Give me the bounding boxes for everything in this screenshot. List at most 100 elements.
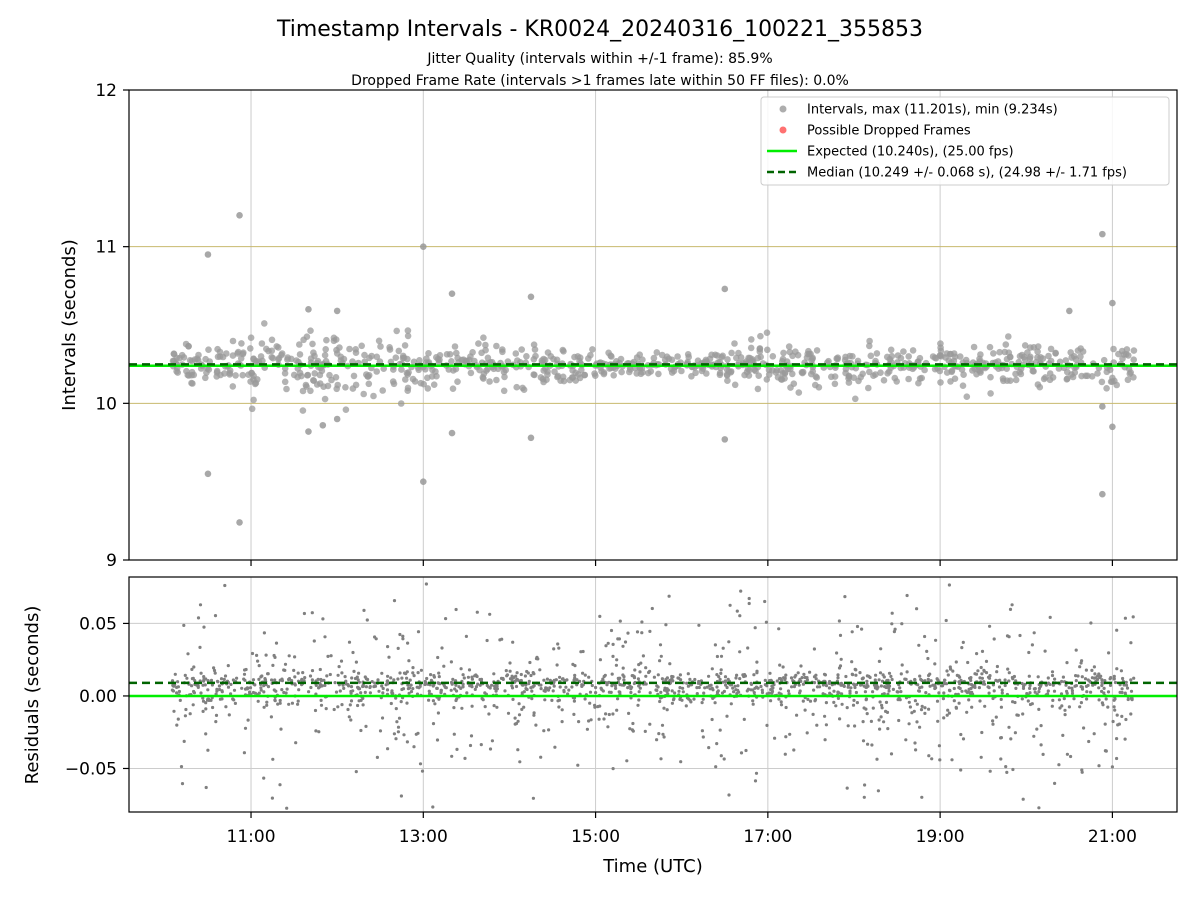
residual-point bbox=[658, 643, 663, 647]
residual-point bbox=[769, 678, 773, 683]
residual-point bbox=[605, 681, 609, 685]
residual-point bbox=[832, 689, 836, 693]
residual-point bbox=[542, 678, 546, 682]
residual-point bbox=[718, 677, 722, 681]
interval-point bbox=[334, 381, 342, 389]
interval-point bbox=[390, 380, 398, 388]
interval-point bbox=[402, 376, 409, 383]
residual-point bbox=[840, 702, 844, 706]
interval-point bbox=[392, 354, 400, 362]
residual-point bbox=[876, 685, 880, 689]
residual-point bbox=[474, 673, 478, 677]
residual-point bbox=[251, 678, 256, 682]
legend-dropped-label: Possible Dropped Frames bbox=[807, 124, 971, 139]
interval-outlier-point bbox=[204, 470, 212, 478]
residual-point bbox=[256, 699, 260, 703]
residual-point bbox=[1092, 676, 1097, 680]
interval-point bbox=[221, 370, 228, 377]
residual-point bbox=[1015, 713, 1019, 717]
residual-point bbox=[354, 660, 358, 664]
residual-point bbox=[240, 686, 244, 690]
residual-point bbox=[779, 687, 783, 691]
interval-point bbox=[1047, 345, 1055, 353]
residual-point bbox=[731, 686, 735, 690]
residual-point bbox=[412, 745, 416, 749]
interval-point bbox=[1064, 375, 1071, 383]
residual-point bbox=[942, 691, 946, 695]
residual-point bbox=[210, 683, 214, 687]
residual-point bbox=[386, 674, 390, 678]
residual-point bbox=[626, 631, 630, 635]
interval-point bbox=[307, 327, 314, 335]
interval-point bbox=[909, 347, 917, 354]
interval-point bbox=[332, 374, 340, 381]
residual-point bbox=[323, 683, 327, 688]
residual-point bbox=[420, 769, 425, 773]
residual-point bbox=[229, 682, 233, 687]
interval-point bbox=[708, 351, 715, 359]
residual-point bbox=[1124, 717, 1128, 722]
residual-point bbox=[755, 669, 759, 673]
residual-point bbox=[615, 658, 619, 662]
residual-point bbox=[886, 727, 890, 731]
residual-point bbox=[1100, 689, 1104, 694]
residual-point bbox=[207, 698, 211, 703]
residual-point bbox=[545, 677, 550, 681]
residual-point bbox=[917, 643, 921, 647]
residual-point bbox=[473, 687, 477, 692]
residual-point bbox=[265, 703, 269, 707]
interval-point bbox=[947, 350, 954, 358]
residual-point bbox=[242, 672, 247, 676]
residual-point bbox=[699, 679, 704, 683]
interval-point bbox=[958, 366, 966, 373]
residual-point bbox=[370, 680, 374, 684]
residual-point bbox=[798, 689, 802, 693]
interval-point bbox=[618, 368, 625, 376]
residual-point bbox=[589, 718, 593, 722]
residual-point bbox=[982, 668, 986, 672]
residual-point bbox=[931, 683, 935, 687]
residual-point bbox=[375, 755, 379, 760]
residual-point bbox=[231, 678, 235, 682]
residual-point bbox=[670, 689, 674, 693]
residual-point bbox=[493, 686, 497, 691]
residual-point bbox=[614, 686, 618, 691]
residual-point bbox=[515, 671, 519, 675]
residual-point bbox=[529, 673, 533, 678]
residual-point bbox=[1087, 739, 1091, 744]
interval-point bbox=[1130, 356, 1137, 364]
residual-point bbox=[657, 732, 661, 736]
residual-point bbox=[677, 689, 681, 693]
interval-point bbox=[346, 345, 353, 353]
residual-point bbox=[1048, 615, 1052, 620]
interval-point bbox=[728, 349, 735, 357]
residual-point bbox=[621, 644, 625, 648]
residual-point bbox=[394, 737, 398, 741]
residual-point bbox=[340, 703, 344, 707]
residual-point bbox=[1115, 628, 1119, 632]
residual-point bbox=[399, 794, 403, 798]
interval-point bbox=[205, 346, 212, 354]
interval-point bbox=[938, 353, 945, 360]
residual-point bbox=[920, 678, 924, 683]
residual-point bbox=[1063, 713, 1067, 717]
residual-point bbox=[710, 717, 714, 722]
interval-point bbox=[1003, 377, 1011, 385]
residual-point bbox=[302, 611, 306, 616]
residual-point bbox=[626, 686, 630, 690]
residual-point bbox=[539, 687, 543, 691]
x-tick-label: 13:00 bbox=[399, 827, 448, 847]
residual-point bbox=[1100, 701, 1104, 705]
residual-point bbox=[411, 666, 415, 670]
residual-point bbox=[665, 708, 669, 712]
residual-point bbox=[838, 664, 843, 668]
residual-point bbox=[652, 675, 657, 679]
residual-point bbox=[188, 712, 192, 716]
interval-point bbox=[184, 371, 192, 379]
residual-point bbox=[873, 678, 877, 682]
residual-point bbox=[587, 719, 591, 723]
residual-point bbox=[777, 627, 781, 631]
residual-point bbox=[279, 727, 283, 731]
interval-point bbox=[937, 344, 944, 352]
interval-point bbox=[518, 346, 525, 353]
